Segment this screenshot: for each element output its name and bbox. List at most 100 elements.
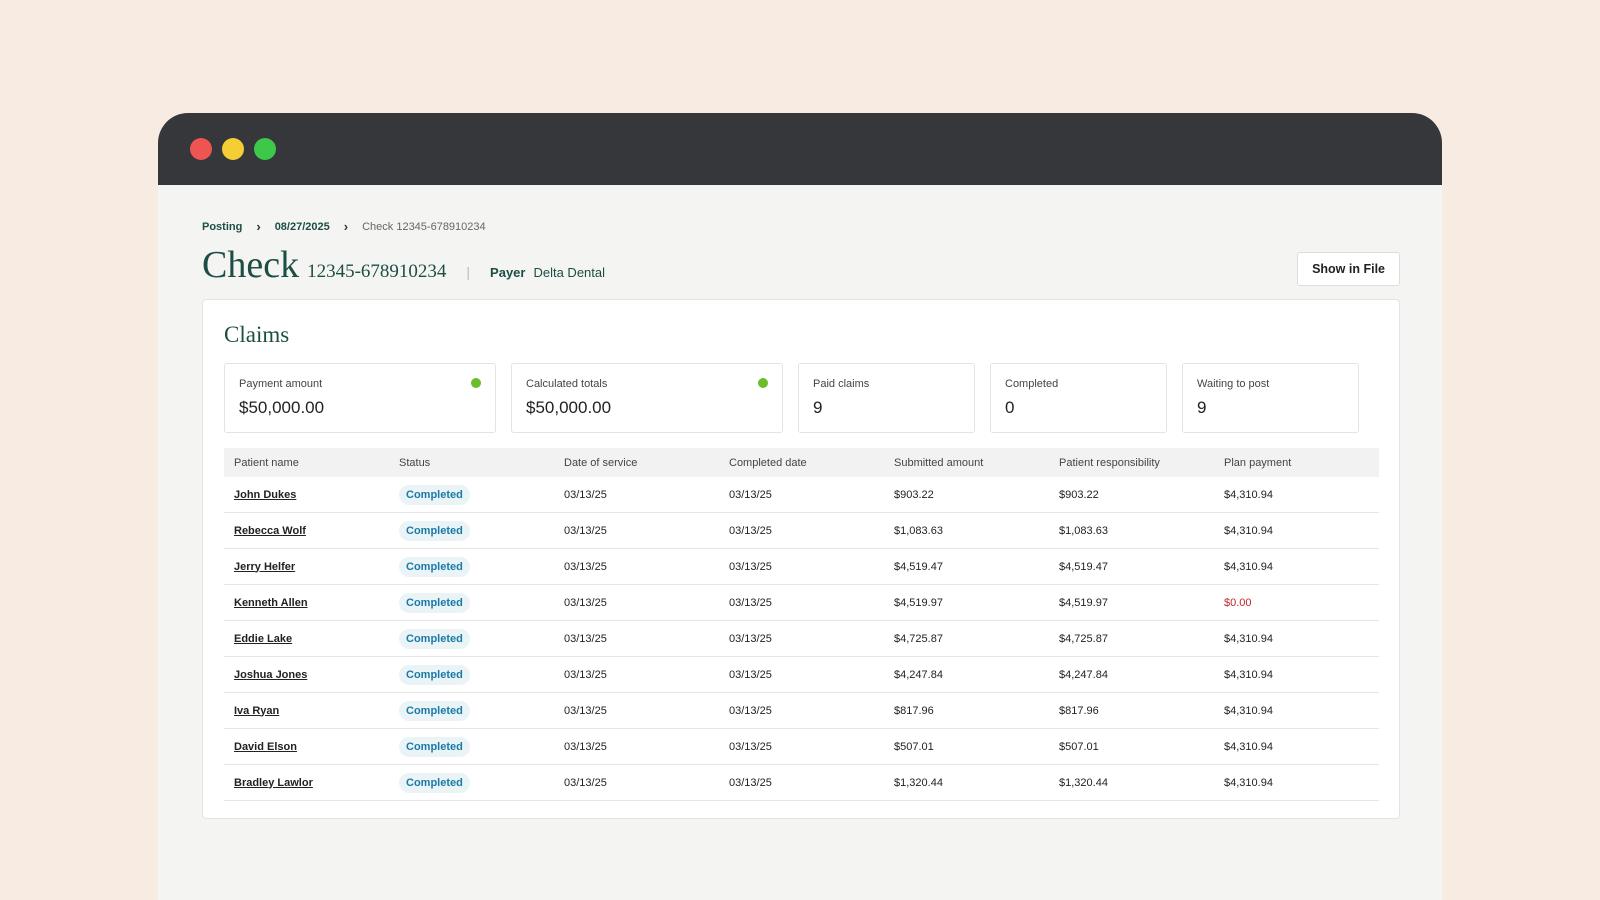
app-window: Posting › 08/27/2025 › Check 12345-67891… — [158, 113, 1442, 900]
cell-text: $817.96 — [894, 704, 934, 717]
cell-text: 03/13/25 — [564, 668, 607, 681]
table-cell: 03/13/25 — [554, 620, 719, 657]
cell-text: $1,083.63 — [1059, 524, 1108, 537]
table-cell: Completed — [389, 764, 554, 801]
column-header: Date of service — [554, 448, 719, 477]
patient-link[interactable]: Joshua Jones — [234, 668, 308, 681]
cell-text: $4,247.84 — [894, 668, 943, 681]
cell-text: $4,310.94 — [1224, 776, 1273, 789]
cell-text: $903.22 — [894, 488, 934, 501]
column-header: Submitted amount — [884, 448, 1049, 477]
cell-text: 03/13/25 — [729, 632, 772, 645]
table-cell: $1,083.63 — [1049, 512, 1214, 549]
stat-label: Paid claims — [813, 378, 870, 390]
stat-label: Calculated totals — [526, 378, 608, 390]
table-cell: 03/13/25 — [554, 477, 719, 513]
cell-text: $4,247.84 — [1059, 668, 1108, 681]
cell-text: $1,320.44 — [894, 776, 943, 789]
status-badge: Completed — [399, 520, 470, 541]
table-cell: 03/13/25 — [554, 656, 719, 693]
cell-text: $4,519.47 — [1059, 560, 1108, 573]
minimize-button[interactable] — [222, 138, 244, 160]
patient-link[interactable]: Iva Ryan — [234, 704, 280, 717]
breadcrumb-current: Check 12345-678910234 — [362, 220, 486, 233]
breadcrumb-link[interactable]: 08/27/2025 — [274, 220, 330, 233]
table-row: Bradley Lawlor Completed 03/13/25 03/13/25 $… — [224, 764, 1379, 801]
table-row: Iva Ryan Completed 03/13/25 03/13/25 $817.96… — [224, 692, 1379, 729]
page-header: Check 12345-678910234 | Payer Delta Dent… — [202, 243, 605, 287]
cell-text: $4,310.94 — [1224, 668, 1273, 681]
table-cell: $507.01 — [1049, 728, 1214, 765]
table-cell: $1,320.44 — [884, 764, 1049, 801]
stat-card: Completed 0 — [990, 363, 1167, 433]
patient-link[interactable]: John Dukes — [234, 488, 297, 501]
status-badge: Completed — [399, 664, 470, 685]
cell-text: $4,310.94 — [1224, 704, 1273, 717]
stat-card: Waiting to post 9 — [1182, 363, 1359, 433]
table-cell: Completed — [389, 620, 554, 657]
column-header: Completed date — [719, 448, 884, 477]
patient-link[interactable]: Jerry Helfer — [234, 560, 296, 573]
table-cell: 03/13/25 — [719, 548, 884, 585]
patient-link[interactable]: Eddie Lake — [234, 632, 293, 645]
table-cell: $817.96 — [1049, 692, 1214, 729]
table-cell: 03/13/25 — [719, 656, 884, 693]
column-header: Plan payment — [1214, 448, 1379, 477]
cell-text: 03/13/25 — [564, 704, 607, 717]
cell-text: $0.00 — [1224, 596, 1252, 609]
cell-text: $4,725.87 — [1059, 632, 1108, 645]
cell-text: $4,519.47 — [894, 560, 943, 573]
table-cell: 03/13/25 — [719, 584, 884, 621]
table-cell: Completed — [389, 548, 554, 585]
table-cell: 03/13/25 — [719, 728, 884, 765]
patient-link[interactable]: David Elson — [234, 740, 297, 753]
cell-text: 03/13/25 — [564, 632, 607, 645]
table-cell: 03/13/25 — [554, 692, 719, 729]
status-badge: Completed — [399, 772, 470, 793]
status-badge: Completed — [399, 628, 470, 649]
cell-text: 03/13/25 — [564, 776, 607, 789]
cell-text: $817.96 — [1059, 704, 1099, 717]
table-cell: Bradley Lawlor — [224, 764, 389, 801]
title-bar — [158, 113, 1442, 185]
patient-link[interactable]: Rebecca Wolf — [234, 524, 306, 537]
table-cell: $1,083.63 — [884, 512, 1049, 549]
separator: › — [256, 219, 261, 234]
breadcrumb-link[interactable]: Posting — [202, 220, 243, 233]
patient-link[interactable]: Kenneth Allen — [234, 596, 308, 609]
cell-text: 03/13/25 — [564, 488, 607, 501]
cell-text: $1,320.44 — [1059, 776, 1108, 789]
table-cell: Joshua Jones — [224, 656, 389, 693]
cell-text: $4,725.87 — [894, 632, 943, 645]
table-cell: $4,310.94 — [1214, 764, 1379, 801]
table-cell: Jerry Helfer — [224, 548, 389, 585]
table-cell: $4,519.97 — [884, 584, 1049, 621]
table-cell: 03/13/25 — [554, 584, 719, 621]
column-header: Patient responsibility — [1049, 448, 1214, 477]
table-cell: $4,725.87 — [884, 620, 1049, 657]
cell-text: 03/13/25 — [564, 596, 607, 609]
claims-table: Patient name Status Date of service Complet… — [224, 448, 1379, 801]
table-cell: 03/13/25 — [719, 764, 884, 801]
table-cell: Eddie Lake — [224, 620, 389, 657]
stat-value: 9 — [813, 398, 823, 417]
status-badge: Completed — [399, 736, 470, 757]
column-header: Status — [389, 448, 554, 477]
patient-link[interactable]: Bradley Lawlor — [234, 776, 313, 789]
stat-label: Waiting to post — [1197, 378, 1270, 390]
table-cell: John Dukes — [224, 477, 389, 513]
table-cell: $1,320.44 — [1049, 764, 1214, 801]
close-button[interactable] — [190, 138, 212, 160]
show-in-file-button[interactable]: Show in File — [1297, 252, 1400, 286]
cell-text: $4,310.94 — [1224, 560, 1273, 573]
table-cell: $4,519.47 — [1049, 548, 1214, 585]
maximize-button[interactable] — [254, 138, 276, 160]
table-cell: $4,519.47 — [884, 548, 1049, 585]
stat-value: $50,000.00 — [239, 398, 325, 417]
table-cell: 03/13/25 — [554, 764, 719, 801]
status-badge: Completed — [399, 484, 470, 505]
table-cell: $817.96 — [884, 692, 1049, 729]
table-cell: 03/13/25 — [719, 620, 884, 657]
table-cell: $4,310.94 — [1214, 477, 1379, 513]
cell-text: 03/13/25 — [729, 740, 772, 753]
